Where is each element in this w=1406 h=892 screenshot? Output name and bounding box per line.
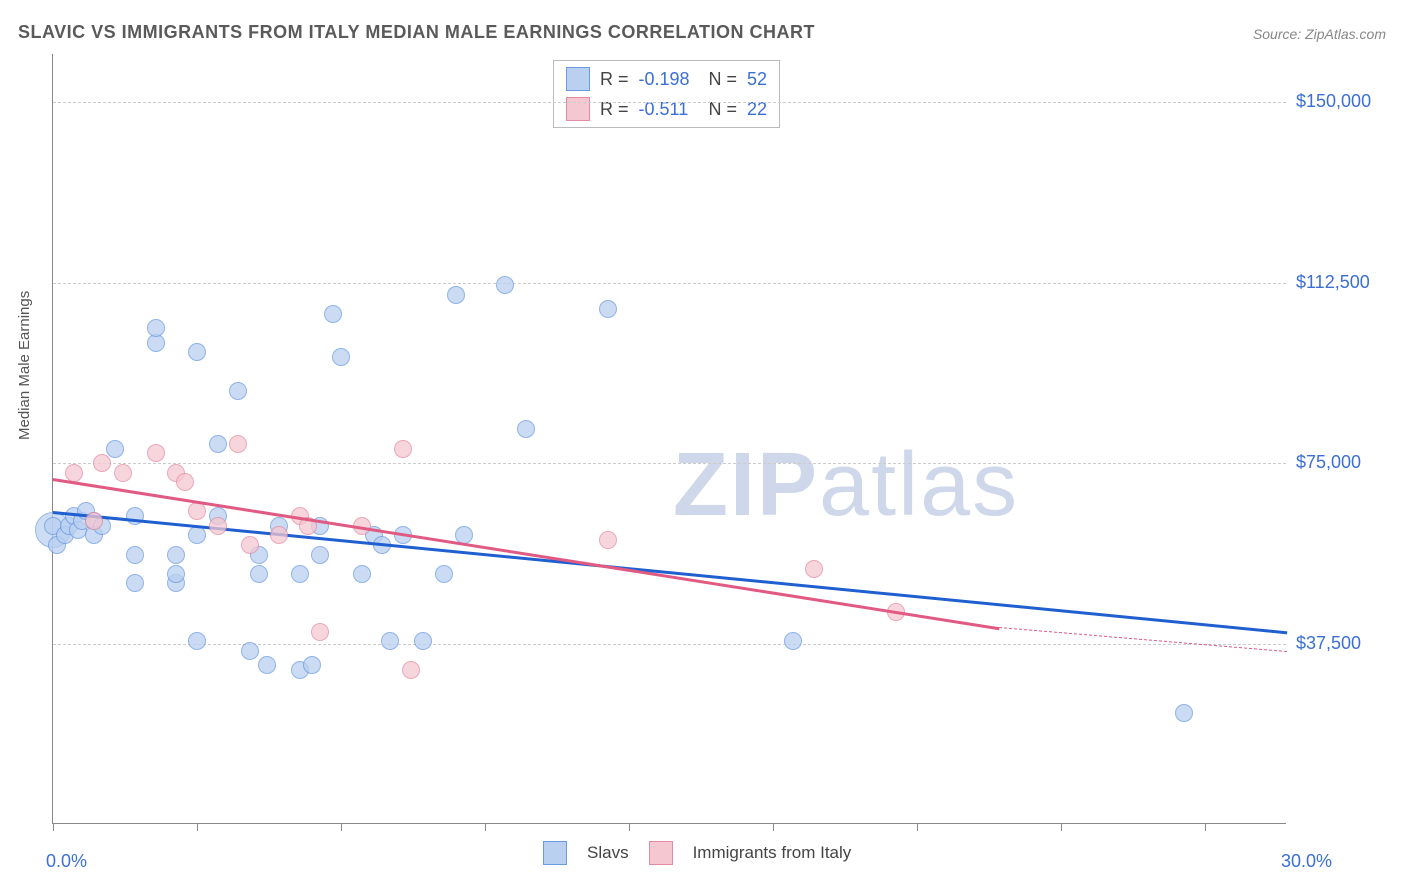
y-tick-label: $75,000 [1296,452,1406,473]
scatter-point [381,632,399,650]
x-tick [1205,823,1206,831]
scatter-point [1175,704,1193,722]
legend-series-label: Slavs [587,843,629,863]
x-tick [773,823,774,831]
scatter-point [270,526,288,544]
legend-n-value: 52 [747,69,767,90]
scatter-point [241,642,259,660]
gridline [53,283,1286,284]
scatter-point [332,348,350,366]
watermark: ZIPatlas [673,434,1019,537]
x-tick [917,823,918,831]
scatter-point [394,440,412,458]
trend-line [999,627,1287,652]
x-tick-min: 0.0% [46,851,87,872]
scatter-point [435,565,453,583]
gridline [53,644,1286,645]
source-label: Source: ZipAtlas.com [1253,26,1386,42]
series-legend: Slavs Immigrants from Italy [543,841,851,865]
legend-series-label: Immigrants from Italy [693,843,852,863]
scatter-point [599,300,617,318]
scatter-point [167,565,185,583]
scatter-point [229,435,247,453]
scatter-point [250,565,268,583]
x-tick [629,823,630,831]
x-tick [1061,823,1062,831]
scatter-point [311,623,329,641]
scatter-point [188,526,206,544]
x-tick [197,823,198,831]
scatter-point [209,517,227,535]
x-tick-max: 30.0% [1281,851,1332,872]
scatter-point [805,560,823,578]
legend-row: R = -0.198 N = 52 [566,67,767,91]
scatter-point [126,574,144,592]
scatter-point [447,286,465,304]
scatter-point [188,632,206,650]
scatter-point [229,382,247,400]
scatter-point [188,502,206,520]
scatter-point [188,343,206,361]
scatter-point [311,546,329,564]
scatter-point [176,473,194,491]
y-tick-label: $37,500 [1296,633,1406,654]
scatter-point [93,454,111,472]
scatter-point [114,464,132,482]
chart-title: SLAVIC VS IMMIGRANTS FROM ITALY MEDIAN M… [18,22,815,43]
gridline [53,463,1286,464]
legend-swatch [566,97,590,121]
scatter-point [167,546,185,564]
scatter-point [291,565,309,583]
scatter-point [599,531,617,549]
scatter-point [258,656,276,674]
scatter-point [85,512,103,530]
scatter-point [126,507,144,525]
scatter-point [65,464,83,482]
legend-r-label: R = [600,69,629,90]
scatter-point [414,632,432,650]
legend-swatch [566,67,590,91]
x-tick [53,823,54,831]
legend-swatch [543,841,567,865]
scatter-point [126,546,144,564]
chart-plot-area: ZIPatlas R =-0.198N =52R =-0.511N =22 Sl… [52,54,1286,824]
scatter-point [402,661,420,679]
x-tick [485,823,486,831]
legend-row: R =-0.511N =22 [566,97,767,121]
gridline [53,102,1286,103]
scatter-point [303,656,321,674]
scatter-point [496,276,514,294]
y-tick-label: $112,500 [1296,272,1406,293]
scatter-point [106,440,124,458]
legend-r-value: -0.198 [639,69,699,90]
scatter-point [147,319,165,337]
legend-swatch [649,841,673,865]
scatter-point [241,536,259,554]
scatter-point [784,632,802,650]
trend-line [53,511,1287,634]
y-axis-label: Median Male Earnings [16,291,33,440]
trend-line [53,478,999,630]
scatter-point [209,435,227,453]
scatter-point [324,305,342,323]
scatter-point [517,420,535,438]
x-tick [341,823,342,831]
y-tick-label: $150,000 [1296,91,1406,112]
scatter-point [353,565,371,583]
correlation-legend: R = -0.198 N = 52 R =-0.511N =22 [553,60,780,128]
legend-n-label: N = [709,69,738,90]
scatter-point [147,444,165,462]
